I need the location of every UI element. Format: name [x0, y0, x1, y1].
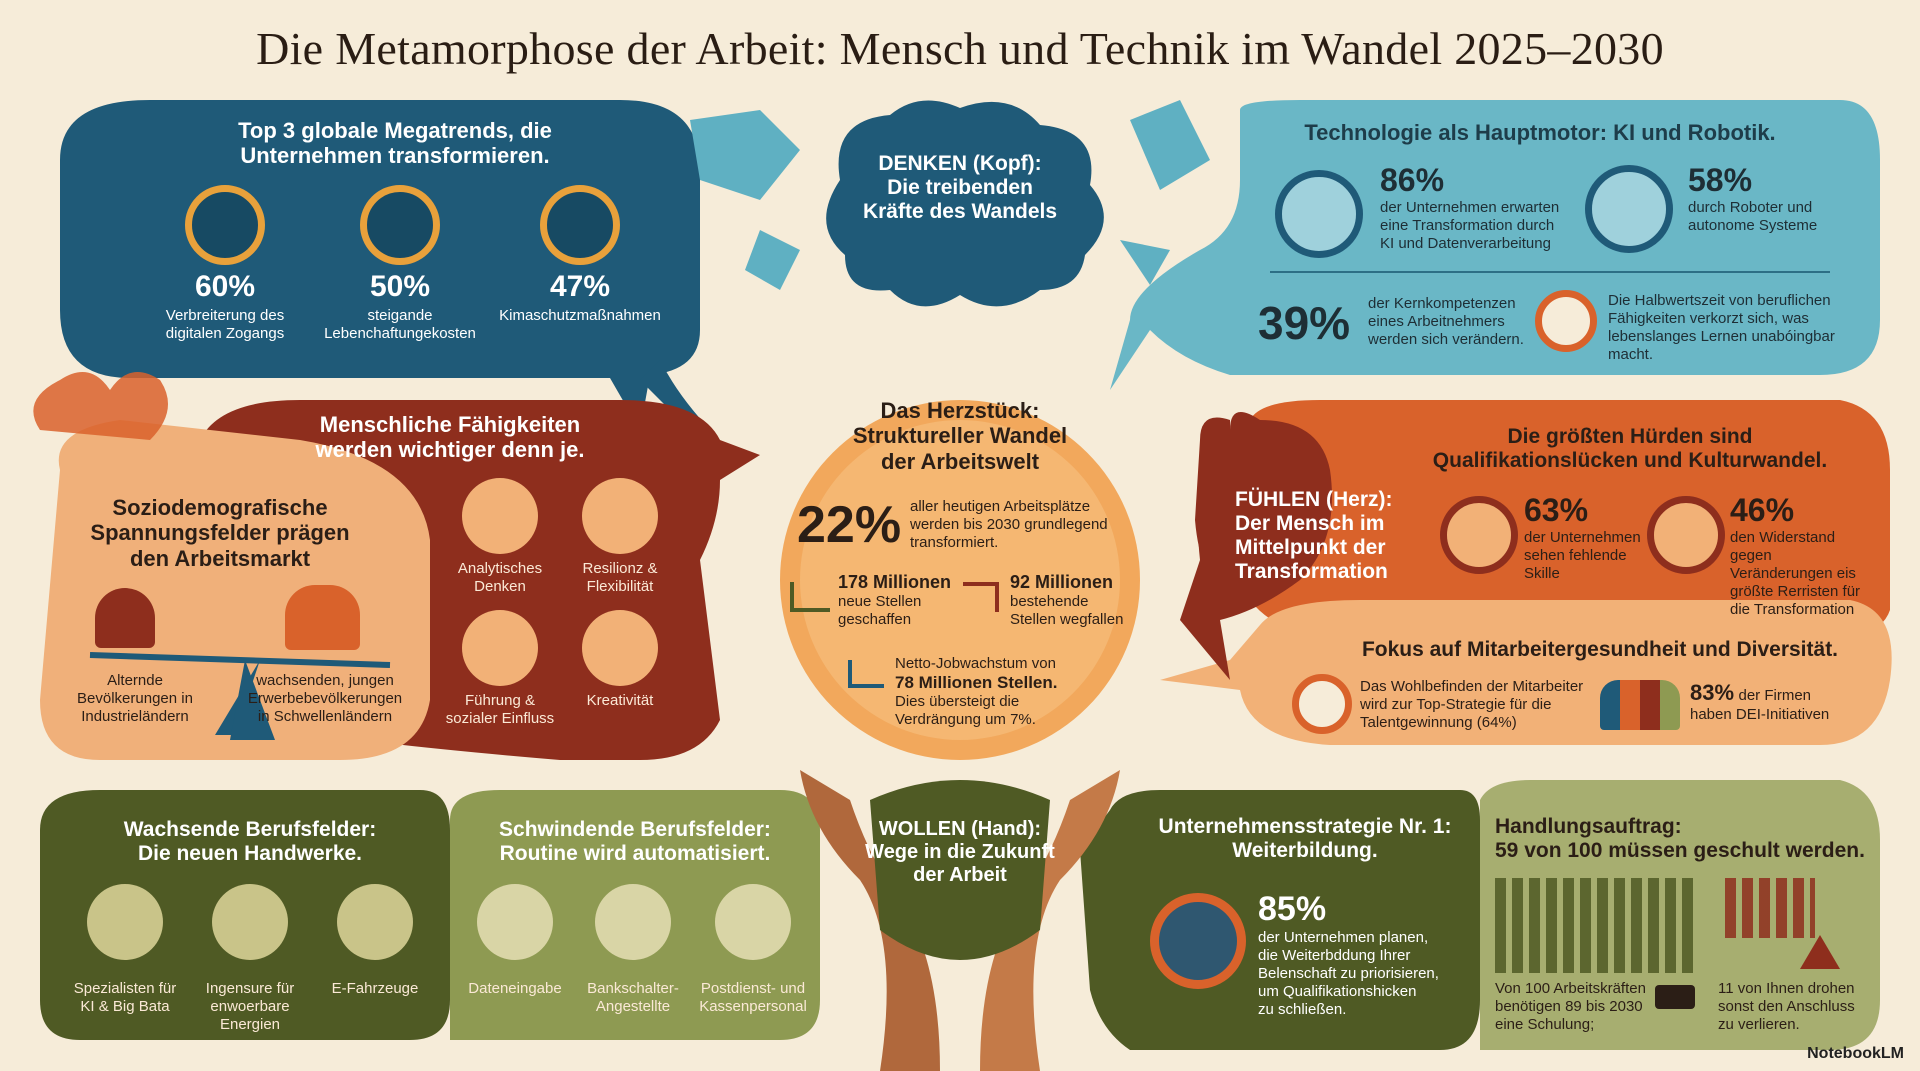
net-growth-icon	[848, 660, 884, 688]
people-at-risk-icon	[1725, 878, 1815, 938]
lightbulb-pencil-icon	[582, 610, 658, 686]
robot-arm-icon	[1585, 165, 1673, 253]
fokus-heading: Fokus auf Mitarbeitergesundheit und Dive…	[1361, 638, 1839, 661]
schwindende-heading: Schwindende Berufsfelder: Routine wird au…	[499, 818, 771, 866]
wachsende-heading: Wachsende Berufsfelder: Die neuen Handwer…	[123, 818, 377, 866]
globe-network-icon	[185, 185, 265, 265]
center-heading: Das Herzstück: Struktureller Wandel der Ar…	[852, 398, 1068, 474]
tech-stat-competence: der Kernkompetenzen eines Arbeitnehmers we…	[1368, 295, 1524, 348]
gear-refresh-icon	[1150, 893, 1246, 989]
keyboard-icon	[477, 884, 553, 960]
auftrag-risk: 11 von Ihnen drohen sonst den Anschluss zu…	[1718, 980, 1855, 1033]
strategie-stat: 85% der Unternehmen planen, die Weiterbdd…	[1258, 890, 1439, 1018]
solar-wind-icon	[212, 884, 288, 960]
growth-chart-icon	[790, 582, 830, 612]
socio-right-label: wachsenden, jungen Erwerbebevölkerungen in…	[247, 672, 403, 725]
tech-stat-halflife: Die Halbwertszeit von beruflichen Fähigke…	[1608, 292, 1835, 363]
center-net-growth: Netto-Jobwachstum von 78 Millionen Stell…	[895, 655, 1058, 728]
fuehlen-label: FÜHLEN (Herz): Der Mensch im Mittelpunkt d…	[1235, 488, 1393, 584]
tech-heading: Technologie als Hauptmotor: KI und Robot…	[1304, 120, 1776, 145]
strategie-heading: Unternehmensstrategie Nr. 1: Weiterbildun…	[1158, 815, 1452, 863]
analytics-presenter-icon	[87, 884, 163, 960]
heart-icon	[1292, 674, 1352, 734]
auftrag-heading: Handlungsauftrag: 59 von 100 müssen gesch…	[1495, 815, 1865, 863]
envelope-icon	[715, 884, 791, 960]
shield-spring-icon	[582, 478, 658, 554]
warning-icon	[1800, 935, 1840, 969]
electric-car-icon	[337, 884, 413, 960]
center-pct-text: aller heutigen Arbeitsplätze werden bis 2…	[910, 498, 1108, 551]
center-new-jobs: 178 Millionen neue Stellen geschaffen	[838, 572, 952, 628]
bank-counter-icon	[595, 884, 671, 960]
denken-label: DENKEN (Kopf): Die treibenden Kräfte des W…	[862, 152, 1058, 224]
socio-heading: Soziodemografische Spannungsfelder prägen…	[90, 495, 350, 571]
tech-stat-competence-pct: 39%	[1258, 297, 1351, 349]
tech-stat-ai: 86% der Unternehmen erwarten eine Transfo…	[1380, 162, 1560, 252]
schwindende-list: Dateneingabe Bankschalter- Angestellte P…	[455, 884, 815, 1015]
page-title: Die Metamorphose der Arbeit: Mensch und …	[256, 23, 1664, 74]
tech-stat-robot: 58% durch Roboter und autonome Systeme	[1688, 162, 1818, 234]
wachsende-list: Spezialisten für KI & Big Bata Ingensure…	[60, 884, 440, 1034]
fokus-dei: 83% der Firmen haben DEI-Initiativen	[1690, 680, 1830, 723]
puzzle-icon	[1440, 496, 1518, 574]
fokus-wellbeing: Das Wohlbefinden der Mitarbeiter wird zur…	[1360, 678, 1584, 731]
megatrends-heading: Top 3 globale Megatrends, die Unternehmen…	[238, 118, 552, 169]
huerden-heading: Die größten Hürden sind Qualifikationslüc…	[1432, 425, 1828, 473]
graduation-cap-icon	[1655, 985, 1695, 1009]
ai-chip-icon	[1275, 170, 1363, 258]
auftrag-training: Von 100 Arbeitskräften benötigen 89 bis 2…	[1495, 980, 1646, 1033]
megatrends-list: 60% Verbreiterung des digitalen Zogangs …	[145, 185, 665, 365]
center-lost-jobs: 92 Millionen bestehende Stellen wegfallen	[1010, 572, 1124, 628]
decline-arrow-icon	[963, 582, 999, 612]
diverse-people-icon	[1600, 680, 1680, 730]
wollen-label: WOLLEN (Hand): Wege in die Zukunft der Arb…	[865, 818, 1055, 886]
people-grid-icon	[1495, 878, 1695, 973]
center-pct: 22%	[797, 496, 902, 554]
human-skills-heading: Menschliche Fähigkeiten werden wichtiger …	[315, 412, 585, 463]
elderly-couple-icon	[95, 588, 155, 648]
brain-magnifier-icon	[462, 478, 538, 554]
huerden-resistance: 46% den Widerstand gegen Veränderungen ei…	[1730, 492, 1861, 618]
huerden-skills: 63% der Unternehmen sehen fehlende Skille	[1524, 492, 1641, 582]
people-group-icon	[462, 610, 538, 686]
plant-gear-icon	[540, 185, 620, 265]
young-family-icon	[285, 585, 360, 650]
resistance-person-icon	[1647, 496, 1725, 574]
coins-arrow-icon	[360, 185, 440, 265]
socio-left-label: Alternde Bevölkerungen in Industrieländern	[77, 672, 193, 725]
notebooklm-logo: NotebookLM	[1807, 1045, 1904, 1062]
stopwatch-icon	[1535, 290, 1597, 352]
